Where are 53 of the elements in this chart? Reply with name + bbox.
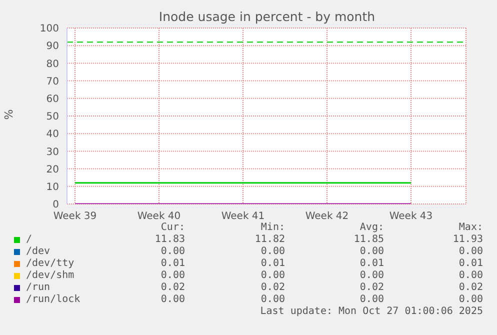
text: Min: xyxy=(260,222,285,233)
x-tick-label: Week 43 xyxy=(389,211,433,222)
legend-label: /dev/tty xyxy=(26,258,74,269)
y-tick-label: 30 xyxy=(46,146,59,158)
text: 0.00 xyxy=(160,294,185,305)
text: 0.00 xyxy=(360,294,384,305)
legend-label: / xyxy=(26,234,32,245)
text: 0.00 xyxy=(360,246,384,257)
text: 0.01 xyxy=(458,258,483,269)
text: 0.00 xyxy=(458,246,483,257)
y-tick-label: 100 xyxy=(40,24,59,35)
text: 0.00 xyxy=(458,270,483,281)
text: 0.00 xyxy=(458,294,483,305)
text: Last update: Mon Oct 27 01:00:06 2025 xyxy=(260,306,483,317)
text: 0.00 xyxy=(260,294,285,305)
y-axis-title: % xyxy=(2,109,16,120)
text: Max: xyxy=(458,222,483,233)
y-tick-label: 70 xyxy=(46,76,59,88)
x-tick-label: Week 40 xyxy=(137,211,181,222)
y-tick-label: 40 xyxy=(46,129,59,140)
text: 0.01 xyxy=(360,258,384,269)
legend-label: /dev xyxy=(26,246,50,257)
text: 0.01 xyxy=(260,258,285,269)
y-tick-label: 90 xyxy=(46,41,59,52)
text: 11.93 xyxy=(452,234,483,245)
y-tick-label: 0 xyxy=(52,200,59,211)
text: 0.01 xyxy=(160,258,185,269)
text: 11.85 xyxy=(354,234,384,245)
text: 0.02 xyxy=(360,282,384,293)
text: 0.00 xyxy=(160,246,185,257)
text: 11.83 xyxy=(154,234,185,245)
x-tick-label: Week 42 xyxy=(305,211,349,222)
legend-label: /dev/shm xyxy=(26,270,74,281)
x-tick-label: Week 41 xyxy=(221,211,265,222)
y-tick-label: 50 xyxy=(46,112,59,123)
text: 0.02 xyxy=(260,282,285,293)
text: 0.02 xyxy=(160,282,185,293)
text: 0.00 xyxy=(260,246,285,257)
legend-label: /run xyxy=(26,282,50,293)
y-tick-label: 60 xyxy=(46,94,59,105)
x-tick-label: Week 39 xyxy=(53,211,97,222)
text: 0.00 xyxy=(260,270,285,281)
text: 0.00 xyxy=(360,270,384,281)
text: 11.82 xyxy=(254,234,285,245)
y-tick-label: 80 xyxy=(46,58,59,70)
chart-title: Inode usage in percent - by month xyxy=(158,9,376,24)
text: 0.02 xyxy=(458,282,483,293)
text: 0.00 xyxy=(160,270,185,281)
legend-label: /run/lock xyxy=(26,294,80,305)
y-tick-label: 20 xyxy=(46,164,59,176)
y-tick-label: 10 xyxy=(46,182,59,193)
text: Cur: xyxy=(160,222,185,233)
text: Avg: xyxy=(360,222,384,233)
